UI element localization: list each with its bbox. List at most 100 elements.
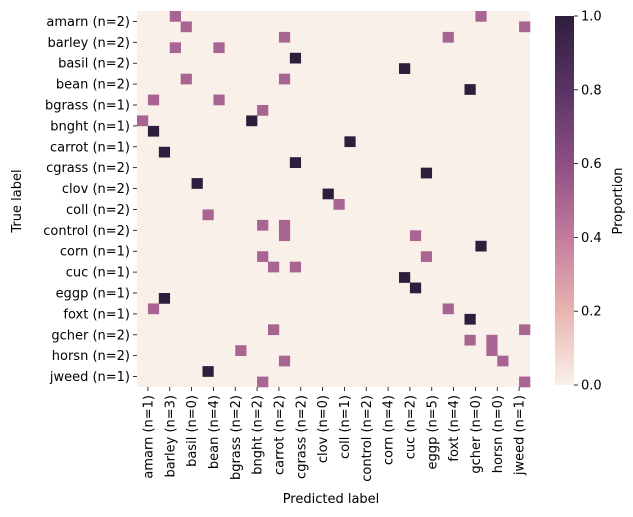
heatmap-cell (442, 31, 454, 43)
heatmap-cell (464, 313, 476, 325)
y-tick-label: carrot (n=1) (50, 140, 130, 155)
heatmap-cell (475, 11, 487, 22)
y-tick-label: bgrass (n=1) (45, 99, 130, 114)
colorbar-tick-label: 0.8 (581, 83, 602, 98)
heatmap-cell (169, 11, 181, 22)
heatmap-cell (180, 21, 192, 33)
heatmap-cell (147, 303, 160, 315)
heatmap-cell (257, 219, 269, 231)
heatmap-cell (399, 272, 411, 283)
x-tick-label: jweed (n=1) (513, 395, 528, 476)
heatmap-cell (158, 146, 171, 158)
heatmap-cells (137, 11, 531, 388)
y-tick-label: bnght (n=1) (50, 119, 130, 134)
heatmap-cell (420, 167, 433, 179)
heatmap-cell (519, 324, 531, 336)
y-tick-label: amarn (n=2) (46, 15, 130, 30)
heatmap-cell (278, 230, 291, 242)
x-tick-label: cgrass (n=2) (294, 395, 309, 479)
y-tick-label: eggp (n=1) (56, 287, 130, 302)
heatmap-cell (137, 115, 149, 127)
heatmap-cell (289, 261, 302, 273)
x-tick-labels: amarn (n=1) barley (n=3) basil (n=0) bean (… (141, 387, 528, 482)
y-tick-label: clov (n=2) (62, 182, 130, 197)
heatmap-cell (519, 376, 531, 388)
x-tick-label: horsn (n=0) (491, 395, 506, 473)
x-tick-label: amarn (n=1) (141, 395, 156, 479)
x-tick-label: barley (n=3) (163, 395, 178, 478)
heatmap-cell (464, 84, 476, 95)
y-tick-label: coll (n=2) (66, 203, 130, 218)
x-tick-label: coll (n=1) (338, 395, 353, 459)
heatmap-cell (399, 63, 411, 74)
x-tick-label: bnght (n=2) (251, 395, 266, 475)
y-tick-label: corn (n=1) (60, 245, 130, 260)
heatmap-cell (519, 21, 531, 33)
x-axis-label: Predicted label (283, 492, 380, 507)
colorbar-tick-label: 1.0 (581, 10, 602, 25)
y-tick-label: control (n=2) (43, 224, 130, 239)
heatmap-cell (289, 157, 302, 168)
heatmap-cell (289, 52, 302, 64)
heatmap-cell (278, 31, 291, 43)
x-tick-label: clov (n=0) (316, 395, 331, 463)
y-tick-label: barley (n=2) (47, 36, 130, 51)
heatmap-cell (497, 355, 509, 367)
heatmap-cell (213, 42, 225, 54)
colorbar-tick-label: 0.2 (581, 305, 602, 320)
heatmap-cell (464, 334, 476, 346)
x-tick-label: carrot (n=2) (272, 395, 287, 475)
heatmap-cell (169, 42, 181, 54)
x-tick-label: cuc (n=2) (403, 395, 418, 459)
heatmap-cell (202, 209, 214, 221)
heatmap-cell (278, 219, 291, 231)
y-tick-label: bean (n=2) (56, 78, 130, 93)
x-tick-label: eggp (n=5) (425, 395, 440, 469)
x-tick-label: basil (n=0) (185, 395, 200, 467)
heatmap-cell (246, 115, 258, 127)
heatmap-cell (486, 345, 498, 356)
heatmap-cell (409, 230, 422, 242)
heatmap-cell (486, 334, 498, 346)
heatmap-cell (278, 355, 291, 367)
x-tick-label: foxt (n=4) (447, 395, 462, 462)
y-tick-labels: amarn (n=2) barley (n=2) basil (n=2) bean (… (43, 15, 137, 385)
heatmap-cell (409, 282, 422, 294)
heatmap-cell (442, 303, 454, 315)
colorbar (555, 16, 574, 385)
colorbar-ticks: 0.0 0.2 0.4 0.6 0.8 1.0 (574, 10, 602, 394)
heatmap-cell (202, 366, 214, 377)
heatmap-cell (268, 324, 280, 336)
y-tick-label: jweed (n=1) (49, 370, 130, 385)
heatmap-cell (322, 188, 334, 200)
x-tick-label: corn (n=4) (382, 395, 397, 465)
colorbar-tick-label: 0.0 (581, 379, 602, 394)
heatmap-cell (191, 178, 203, 189)
heatmap-cell (278, 73, 291, 85)
colorbar-label: Proportion (611, 167, 626, 234)
heatmap-cell (213, 94, 225, 106)
heatmap-cell (268, 261, 280, 273)
heatmap-cell (475, 240, 487, 252)
heatmap-cell (420, 251, 433, 262)
heatmap-cell (257, 105, 269, 116)
y-tick-label: gcher (n=2) (51, 328, 130, 343)
colorbar-tick-label: 0.6 (581, 157, 602, 172)
y-tick-label: cgrass (n=2) (46, 161, 130, 176)
heatmap-cell (235, 345, 247, 356)
colorbar-tick-label: 0.4 (581, 231, 602, 246)
heatmap-cell (147, 125, 160, 137)
y-tick-label: foxt (n=1) (63, 307, 130, 322)
heatmap-cell (158, 293, 171, 304)
heatmap-cell (257, 251, 269, 262)
y-axis-label: True label (10, 169, 25, 233)
heatmap-cell (257, 376, 269, 388)
y-tick-label: horsn (n=2) (52, 349, 130, 364)
y-tick-label: basil (n=2) (58, 57, 130, 72)
x-tick-label: control (n=2) (360, 395, 375, 482)
x-tick-label: gcher (n=0) (469, 395, 484, 474)
y-tick-label: cuc (n=1) (66, 266, 130, 281)
heatmap-cell (344, 136, 356, 148)
heatmap-cell (147, 94, 160, 106)
